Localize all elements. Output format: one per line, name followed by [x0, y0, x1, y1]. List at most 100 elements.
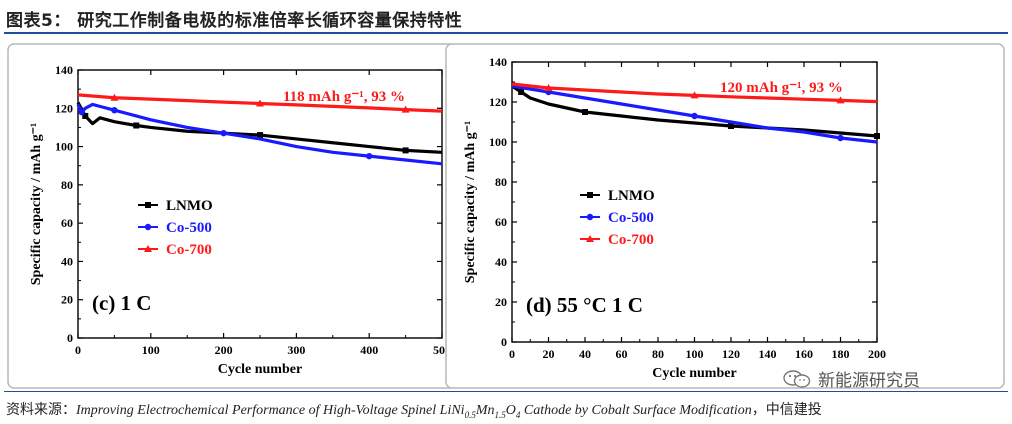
x-tick-label: 60 [616, 347, 628, 361]
series-point [402, 147, 409, 154]
y-tick-label: 0 [67, 331, 73, 345]
y-tick-label: 140 [489, 55, 507, 69]
y-tick-label: 80 [495, 175, 507, 189]
series-point [257, 132, 263, 139]
x-tick-label: 0 [509, 347, 515, 361]
y-tick-label: 20 [61, 293, 73, 307]
x-tick-label: 160 [795, 347, 813, 361]
y-axis-label: Specific capacity / mAh g⁻¹ [29, 123, 44, 285]
legend-label: Co-500 [166, 220, 212, 236]
series-point [691, 112, 698, 120]
x-tick-label: 140 [759, 347, 777, 361]
y-tick-label: 100 [489, 135, 507, 149]
legend-label: Co-700 [608, 232, 654, 248]
citation-sub-1: 0.5 [464, 409, 476, 420]
citation-sub-3: 4 [515, 409, 521, 420]
source-divider [4, 391, 1008, 392]
y-tick-label: 40 [61, 254, 73, 268]
series-line [76, 101, 443, 154]
series-point [836, 96, 845, 104]
citation-part-3: O [505, 403, 516, 418]
series-point [144, 245, 152, 252]
series-point [111, 107, 118, 114]
x-axis-label: Cycle number [652, 366, 736, 381]
y-tick-label: 100 [55, 140, 73, 154]
x-tick-label: 80 [652, 347, 664, 361]
series-point [401, 105, 410, 113]
x-axis-label: Cycle number [218, 362, 302, 377]
citation-part-1: Improving Electrochemical Performance of… [76, 403, 465, 418]
x-tick-label: 200 [215, 343, 233, 357]
series-line [76, 102, 443, 166]
series-point [220, 129, 227, 137]
panel-frame [445, 43, 1005, 389]
series-co-500 [76, 102, 443, 166]
series-point [133, 122, 140, 129]
y-tick-label: 40 [495, 255, 507, 269]
series-point [586, 235, 594, 242]
y-tick-label: 80 [61, 178, 73, 192]
x-tick-label: 300 [287, 343, 305, 357]
x-tick-label: 0 [75, 343, 81, 357]
source-suffix: ，中信建投 [751, 403, 822, 418]
x-tick-label: 120 [722, 347, 740, 361]
series-point [110, 93, 119, 101]
y-tick-label: 60 [495, 215, 507, 229]
y-tick-label: 20 [495, 295, 507, 309]
source-prefix: 资料来源： [6, 403, 76, 418]
citation-sub-2: 1.5 [494, 409, 506, 420]
series-point [82, 112, 89, 119]
panel-label: (c) 1 C [92, 291, 151, 315]
series-co-700 [77, 93, 443, 113]
retention-annotation: 120 mAh g⁻¹, 93 % [720, 80, 843, 96]
source-citation: Improving Electrochemical Performance of… [76, 403, 752, 420]
x-tick-label: 100 [686, 347, 704, 361]
series-point [144, 223, 152, 231]
series-point [582, 109, 588, 115]
y-tick-label: 120 [489, 95, 507, 109]
series-point [587, 192, 593, 198]
panel-label: (d) 55 °C 1 C [526, 293, 643, 317]
series-point [256, 99, 264, 107]
series-point [837, 134, 844, 142]
y-tick-label: 140 [55, 63, 73, 77]
series-point [874, 133, 880, 139]
y-tick-label: 0 [501, 335, 507, 349]
figure-title-bar: 图表5： 研究工作制备电极的标准倍率长循环容量保持特性 [4, 2, 1008, 34]
series-co-700 [511, 82, 878, 104]
chart-panel-2: 0 20 40 60 80 100 120 140 160 180 200 0 20 40 60 80 100 1… [445, 43, 1005, 389]
legend-label: LNMO [166, 198, 213, 214]
chart-panels: 0 100 200 300 400 500020406080100120140Cycle … [7, 43, 1005, 389]
series-point [690, 91, 699, 99]
legend: LNMO Co-500 Co-700 [580, 188, 655, 248]
legend: LNMO Co-500 Co-700 [138, 198, 213, 258]
citation-part-4: Cathode by Cobalt Surface Modification [520, 403, 752, 418]
series-point [145, 202, 151, 208]
series-point [78, 108, 85, 116]
wechat-icon [783, 369, 811, 388]
series-lnmo [76, 101, 443, 154]
series-point [586, 213, 594, 221]
x-tick-label: 40 [579, 347, 591, 361]
legend-label: Co-500 [608, 210, 654, 226]
series-line [511, 84, 878, 138]
series-point [544, 84, 553, 91]
watermark: 新能源研究员 [782, 366, 920, 391]
citation-part-2: Mn [475, 403, 495, 418]
retention-annotation: 118 mAh g⁻¹, 93 % [283, 89, 405, 105]
watermark-text: 新能源研究员 [818, 371, 920, 391]
series-point [366, 152, 373, 160]
legend-label: LNMO [608, 188, 655, 204]
source-note: 资料来源：Improving Electrochemical Performan… [6, 399, 822, 420]
x-tick-label: 200 [868, 347, 886, 361]
y-axis-label: Specific capacity / mAh g⁻¹ [463, 121, 478, 283]
series-point [518, 89, 525, 95]
x-tick-label: 20 [543, 347, 555, 361]
legend-label: Co-700 [166, 242, 212, 258]
series-lnmo [511, 84, 880, 139]
x-tick-label: 100 [142, 343, 160, 357]
y-tick-label: 60 [61, 216, 73, 230]
figure-title: 图表5： 研究工作制备电极的标准倍率长循环容量保持特性 [6, 11, 463, 31]
x-tick-label: 400 [360, 343, 378, 357]
series-point [728, 123, 734, 129]
